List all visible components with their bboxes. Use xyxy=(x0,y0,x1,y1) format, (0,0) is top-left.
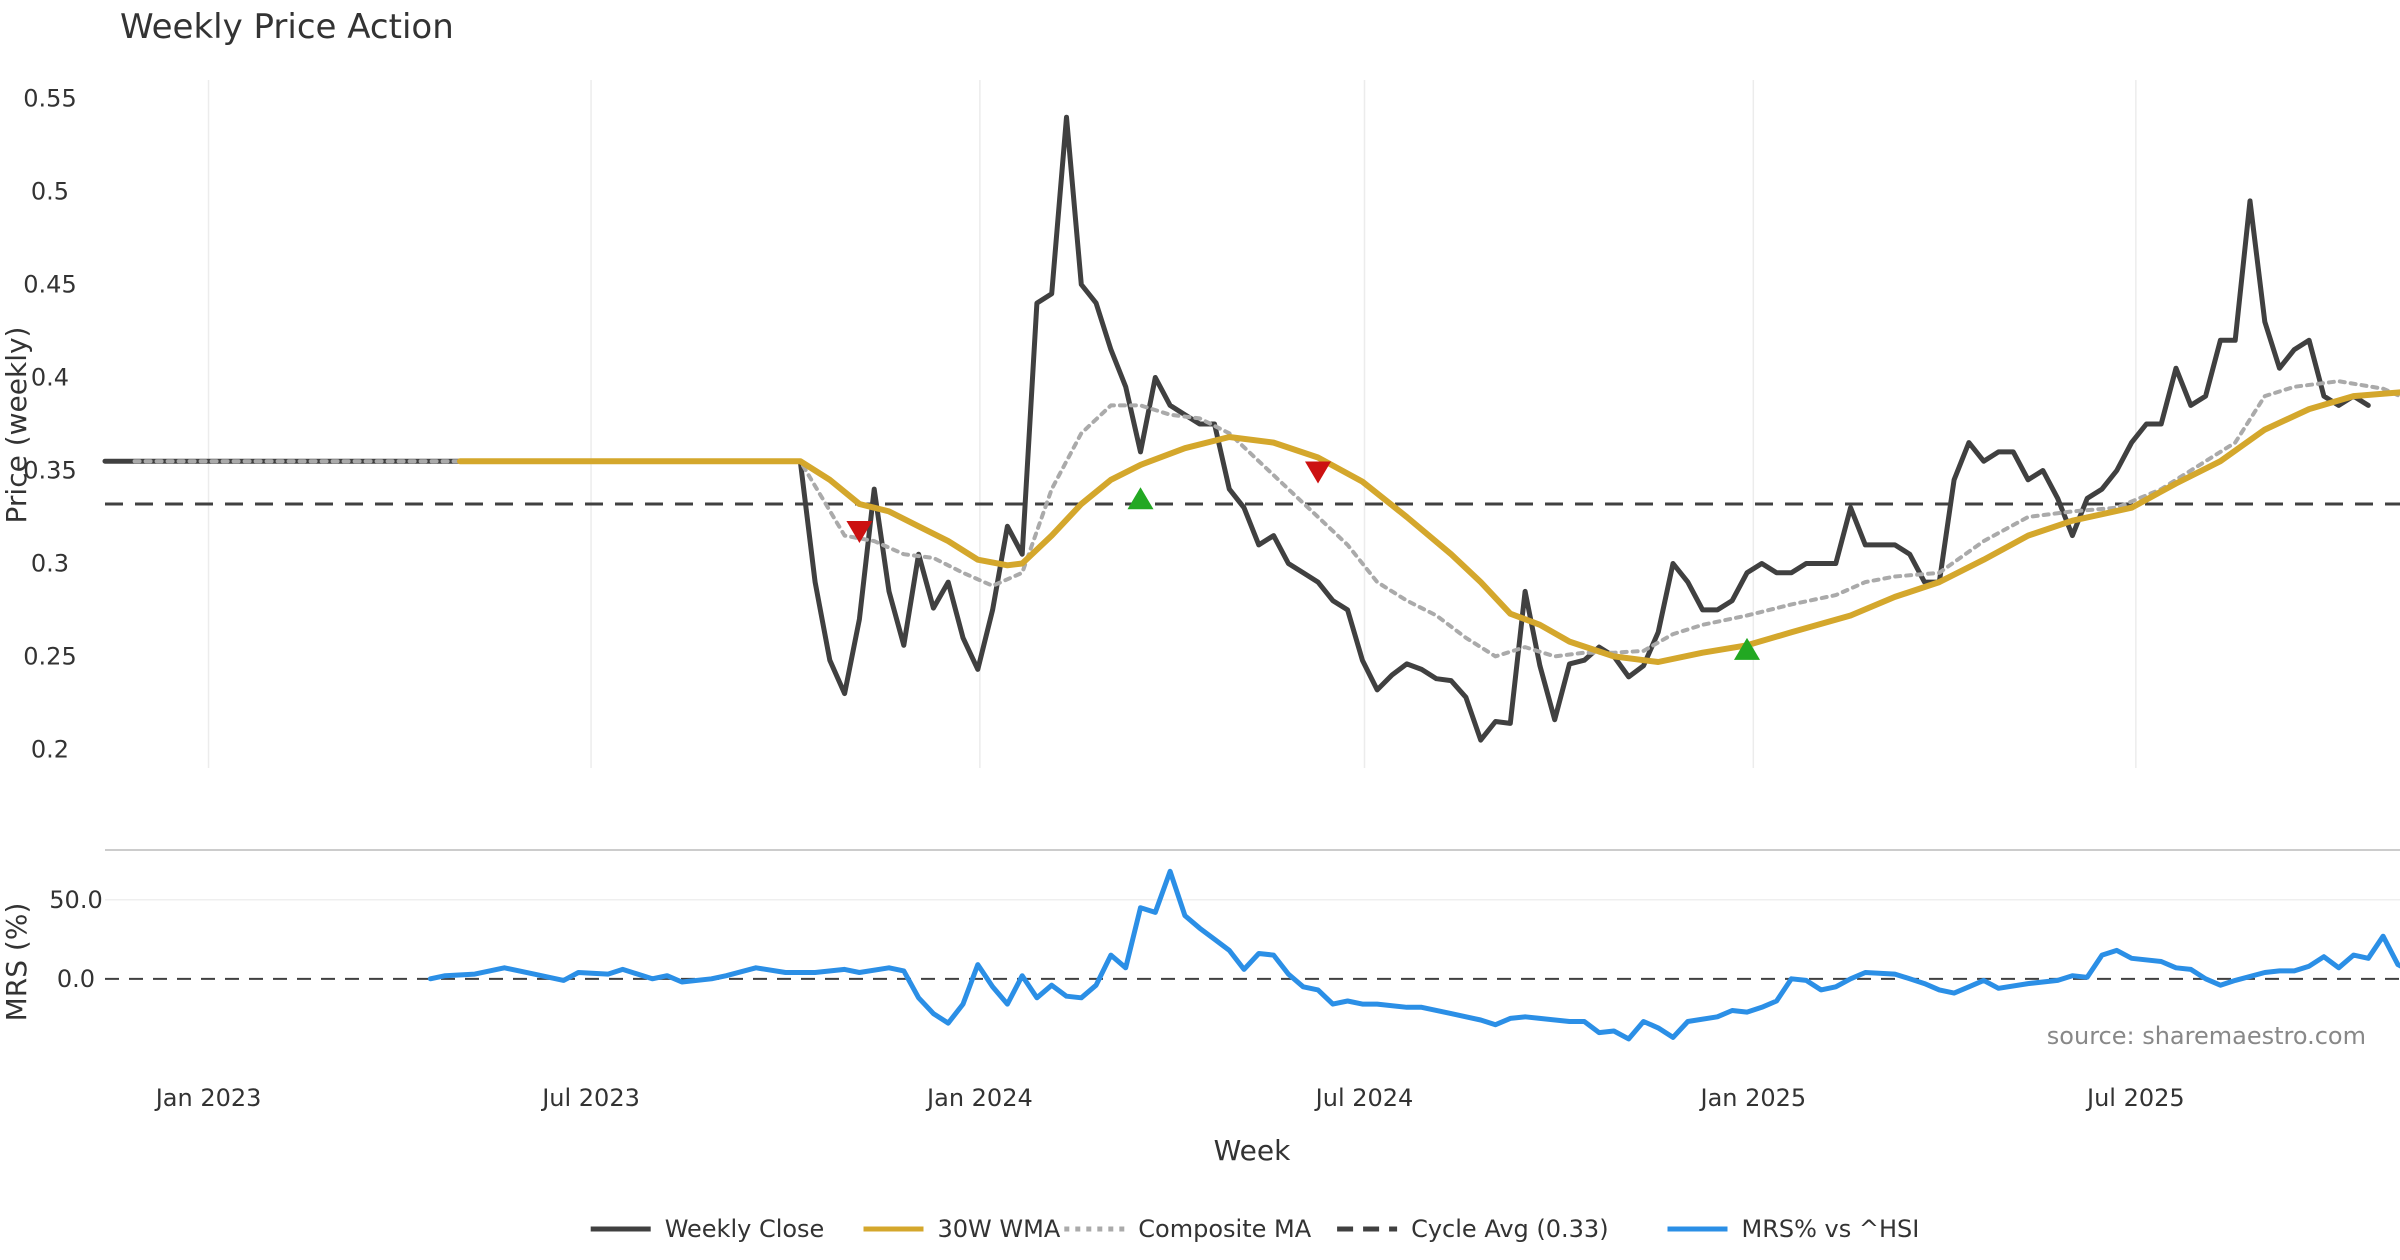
source-note: source: sharemaestro.com xyxy=(2047,1022,2366,1050)
series-mrs-vs-hsi-line xyxy=(427,868,2400,1042)
x-tick-jul-2024: Jul 2024 xyxy=(1314,1084,1414,1112)
legend-item-mrs: MRS% vs ^HSI xyxy=(1667,1215,1920,1243)
sell-signal-marker xyxy=(846,520,873,543)
legend: Weekly Close 30W WMA Composite MA Cycle Avg… xyxy=(590,1215,1920,1243)
price-y-tick: 0.55 xyxy=(23,85,76,113)
x-ticks: Jan 2023 Jul 2023 Jan 2024 Jul 2024 Jan 2025… xyxy=(154,1084,2185,1112)
mrs-y-tick: 50.0 xyxy=(49,886,102,914)
price-y-tick: 0.2 xyxy=(31,735,69,763)
legend-label: Weekly Close xyxy=(665,1215,825,1243)
price-series-layer xyxy=(102,114,2400,743)
price-y-tick: 0.5 xyxy=(31,178,69,206)
legend-label: Composite MA xyxy=(1138,1215,1311,1243)
legend-label: 30W WMA xyxy=(938,1215,1061,1243)
series-30w-wma-line xyxy=(457,389,2400,665)
chart-title: Weekly Price Action xyxy=(120,7,454,47)
legend-item-wma: 30W WMA xyxy=(863,1215,1061,1243)
series-weekly-close-line xyxy=(102,114,2371,743)
price-y-tick: 0.3 xyxy=(31,549,69,577)
x-tick-jul-2023: Jul 2023 xyxy=(540,1084,640,1112)
mrs-series-layer xyxy=(427,868,2400,1042)
price-y-axis-label: Price (weekly) xyxy=(0,327,33,524)
x-tick-jan-2025: Jan 2025 xyxy=(1698,1084,1806,1112)
legend-label: MRS% vs ^HSI xyxy=(1742,1215,1920,1243)
mrs-panel-grid xyxy=(105,899,2400,980)
x-tick-jan-2023: Jan 2023 xyxy=(154,1084,262,1112)
x-tick-jul-2025: Jul 2025 xyxy=(2085,1084,2185,1112)
legend-item-composite: Composite MA xyxy=(1064,1215,1312,1243)
buy-signal-marker xyxy=(1127,487,1154,510)
mrs-y-axis-label: MRS (%) xyxy=(0,903,33,1022)
price-panel-grid xyxy=(207,80,2137,768)
mrs-y-ticks: 50.0 0.0 xyxy=(49,886,102,993)
mrs-y-tick: 0.0 xyxy=(57,965,95,993)
price-y-tick: 0.45 xyxy=(23,271,76,299)
legend-item-close: Weekly Close xyxy=(590,1215,825,1243)
signal-markers xyxy=(846,461,1761,660)
price-y-tick: 0.35 xyxy=(23,456,76,484)
x-axis-label: Week xyxy=(1214,1134,1291,1167)
price-y-tick: 0.25 xyxy=(23,642,76,670)
price-y-ticks: 0.55 0.5 0.45 0.4 0.35 0.3 0.25 0.2 xyxy=(23,85,76,764)
legend-label: Cycle Avg (0.33) xyxy=(1411,1215,1608,1243)
series-composite-ma-line xyxy=(132,379,2400,659)
price-y-tick: 0.4 xyxy=(31,364,69,392)
sell-signal-marker xyxy=(1305,461,1332,484)
legend-item-cycle: Cycle Avg (0.33) xyxy=(1337,1215,1609,1243)
buy-signal-marker xyxy=(1734,637,1761,660)
x-tick-jan-2024: Jan 2024 xyxy=(925,1084,1033,1112)
